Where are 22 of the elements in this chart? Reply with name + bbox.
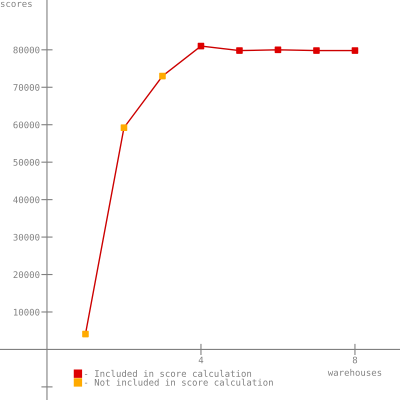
x-tick-label: 4 xyxy=(198,356,204,364)
y-tick-label: 70000 xyxy=(13,84,40,91)
point xyxy=(352,47,358,54)
point xyxy=(198,42,204,50)
y-tick-label: 10000 xyxy=(14,308,40,316)
x-axis-title: warehouses xyxy=(328,368,382,376)
legend-label: - Not included in score calculation xyxy=(84,378,273,386)
point xyxy=(159,72,166,80)
y-tick-label: 60000 xyxy=(13,121,40,128)
y-tick-label: 40000 xyxy=(13,196,40,204)
point xyxy=(236,47,243,54)
point xyxy=(120,124,128,132)
y-tick-label: 20000 xyxy=(14,271,40,278)
point xyxy=(313,47,320,54)
y-tick-label: 50000 xyxy=(13,158,40,166)
legend-label: - Included in score calculation xyxy=(84,370,252,377)
y-tick-label: 30000 xyxy=(13,234,40,241)
point xyxy=(82,330,89,338)
x-tick-label: 8 xyxy=(352,356,358,364)
y-axis-title: scores xyxy=(0,2,32,8)
y-tick-label: 80000 xyxy=(13,46,40,54)
point xyxy=(274,46,282,54)
